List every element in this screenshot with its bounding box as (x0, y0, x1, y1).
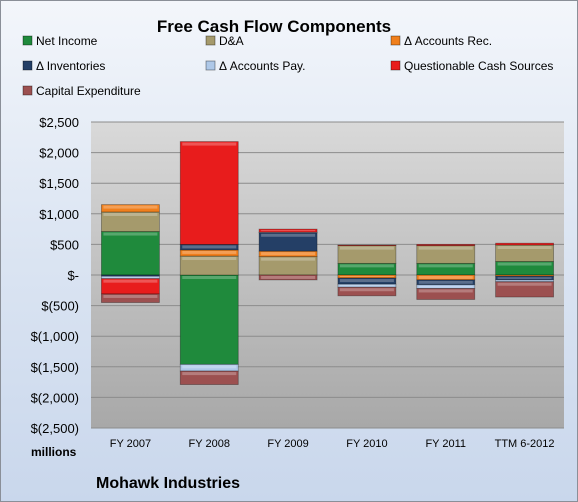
bar-accounts-rec (101, 204, 160, 213)
legend-item-d-a: D&A (205, 34, 244, 48)
legend-label: Δ Accounts Pay. (219, 59, 306, 73)
bar-highlight (182, 245, 237, 249)
y-tick-label: $- (67, 268, 79, 283)
bar-highlight (418, 280, 473, 284)
legend-swatch (205, 35, 216, 46)
y-tick-label: $1,000 (39, 207, 79, 222)
bar-highlight (182, 257, 237, 261)
legend-label: Net Income (36, 34, 98, 48)
bar-highlight (182, 372, 237, 376)
x-tick-label: FY 2009 (267, 438, 308, 450)
bar-highlight (497, 262, 552, 266)
y-unit-label: millions (31, 445, 77, 459)
bar-highlight (103, 294, 158, 298)
bar-net-income (179, 274, 239, 365)
bar-highlight (497, 282, 552, 286)
bar-highlight (418, 289, 473, 293)
bar-capital-expenditure (337, 286, 397, 297)
bar-questionable-cash-sources (495, 242, 554, 246)
legend-swatch (205, 60, 216, 71)
bar-highlight (182, 250, 237, 254)
legend-item-questionable-cash-sources: Questionable Cash Sources (390, 59, 553, 73)
bar-d-a (101, 211, 160, 232)
legend-label: Δ Inventories (36, 59, 105, 73)
bar-capital-expenditure (179, 370, 239, 385)
legend-item-capital-expenditure: Capital Expenditure (22, 84, 141, 98)
bar-accounts-rec (179, 249, 239, 257)
gridlines (91, 121, 564, 429)
bar-capital-expenditure (258, 274, 318, 281)
bar-highlight (182, 365, 237, 369)
legend-label: Δ Accounts Rec. (404, 34, 492, 48)
bar-highlight (497, 277, 552, 279)
legend-swatch (22, 35, 33, 46)
bar-highlight (103, 205, 158, 209)
legend-swatch (390, 35, 401, 46)
legend-item-net-income: Net Income (22, 34, 98, 48)
x-tick-label: FY 2011 (425, 438, 466, 450)
bar-highlight (182, 142, 237, 146)
bar-highlight (261, 233, 316, 237)
bar-highlight (497, 246, 552, 250)
x-tick-label: TTM 6-2012 (495, 438, 555, 450)
bar-capital-expenditure (416, 288, 476, 300)
bar-highlight (418, 276, 473, 279)
legend-item-accounts-pay: Δ Accounts Pay. (205, 59, 306, 73)
bar-highlight (182, 276, 237, 279)
bar-questionable-cash-sources (337, 244, 397, 247)
legend-swatch (22, 60, 33, 71)
bar-accounts-pay (179, 363, 239, 372)
bar-highlight (103, 279, 158, 283)
legend: Net Income D&A Δ Accounts Rec. Δ Inventorie… (22, 34, 553, 98)
y-tick-label: $500 (50, 237, 79, 252)
legend-item-accounts-rec: Δ Accounts Rec. (390, 34, 492, 48)
y-tick-label: $(2,500) (31, 421, 79, 436)
bar-capital-expenditure (101, 293, 160, 303)
bar-capital-expenditure (495, 281, 554, 298)
bar-highlight (339, 246, 394, 250)
y-tick-label: $2,500 (39, 115, 79, 130)
bar-highlight (339, 279, 394, 283)
bar-highlight (418, 264, 473, 268)
bar-highlight (261, 257, 316, 261)
bar-highlight (418, 285, 473, 288)
y-tick-label: $(1,500) (31, 360, 79, 375)
bar-questionable-cash-sources (179, 141, 239, 245)
legend-label: Capital Expenditure (36, 84, 141, 98)
bar-highlight (339, 288, 394, 292)
bar-highlight (339, 276, 394, 278)
bar-highlight (418, 246, 473, 250)
bar-highlight (261, 276, 316, 279)
bar-highlight (339, 264, 394, 268)
y-tick-label: $2,000 (39, 146, 79, 161)
bar-highlight (103, 212, 158, 216)
legend-label: Questionable Cash Sources (404, 59, 553, 73)
bar-highlight (103, 232, 158, 236)
legend-item-inventories: Δ Inventories (22, 59, 105, 73)
y-tick-label: $1,500 (39, 176, 79, 191)
y-tick-label: $(1,000) (31, 329, 79, 344)
legend-swatch (22, 85, 33, 96)
legend-swatch (390, 60, 401, 71)
bar-questionable-cash-sources (416, 243, 476, 247)
bar-net-income (101, 231, 160, 276)
bars (101, 141, 554, 385)
bar-highlight (339, 285, 394, 287)
y-axis-ticks: $2,500 $2,000 $1,500 $1,000 $500 $- $(500) $(1,… (31, 115, 79, 436)
bar-questionable-cash-sources (258, 228, 318, 233)
y-tick-label: $(2,000) (31, 390, 79, 405)
y-tick-label: $(500) (41, 299, 79, 314)
x-axis-ticks: FY 2007 FY 2008 FY 2009 FY 2010 FY 2011 TTM 6… (110, 438, 555, 450)
bar-highlight (261, 252, 316, 256)
x-tick-label: FY 2008 (189, 438, 230, 450)
company-name: Mohawk Industries (96, 475, 240, 492)
bar-highlight (261, 230, 316, 232)
legend-label: D&A (219, 34, 244, 48)
x-tick-label: FY 2010 (346, 438, 387, 450)
x-tick-label: FY 2007 (110, 438, 151, 450)
chart-title: Free Cash Flow Components (157, 17, 391, 36)
